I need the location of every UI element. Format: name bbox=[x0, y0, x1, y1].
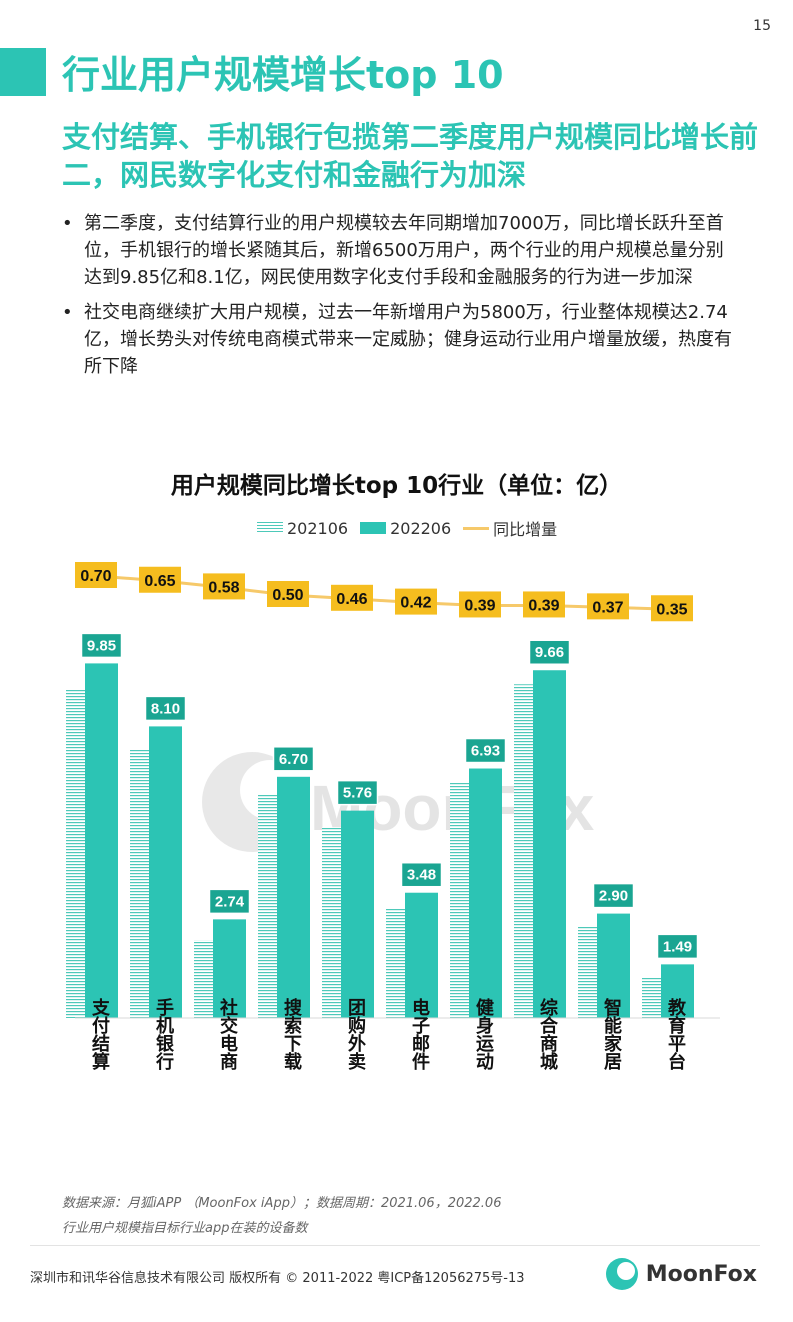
bar-data-label-bg bbox=[656, 933, 699, 960]
x-tick-label: 搜索下载 bbox=[282, 997, 302, 1071]
bar-data-label-bg bbox=[144, 695, 187, 722]
bar-data-label-bg bbox=[592, 882, 635, 909]
bar-data-label: 8.10 bbox=[151, 700, 180, 717]
bar-202206 bbox=[405, 892, 438, 1018]
x-tick-label: 社交电商 bbox=[218, 997, 238, 1071]
x-tick-label: 健身运动 bbox=[474, 997, 494, 1071]
bar-202206 bbox=[341, 810, 374, 1018]
bar-data-label: 5.76 bbox=[343, 785, 372, 802]
bar-data-label-bg bbox=[528, 639, 571, 665]
bullet-dot: • bbox=[62, 302, 73, 323]
x-tick-label: 智能家居 bbox=[602, 997, 622, 1071]
line-data-label: 0.39 bbox=[528, 597, 559, 614]
line-data-label-bg bbox=[651, 595, 693, 622]
bar-data-label: 1.49 bbox=[663, 938, 692, 955]
bar-202206 bbox=[661, 964, 694, 1018]
bar-data-label: 2.74 bbox=[215, 893, 245, 910]
bar-data-label: 9.66 bbox=[535, 644, 564, 661]
bar-data-label-bg bbox=[80, 632, 123, 659]
x-tick-label: 支付结算 bbox=[90, 997, 111, 1071]
bullet-text: 第二季度，支付结算行业的用户规模较去年同期增加7000万，同比增长跃升至首位，手… bbox=[84, 213, 724, 288]
line-data-label-bg bbox=[587, 593, 629, 620]
bar-202206 bbox=[469, 768, 502, 1018]
logo-text: MoonFox bbox=[645, 1261, 757, 1287]
source-note: 数据来源：月狐iAPP （MoonFox iApp）；数据周期：2021.06，… bbox=[62, 1196, 502, 1211]
page-number: 15 bbox=[753, 18, 771, 34]
legend-swatch-202106 bbox=[257, 522, 283, 534]
line-data-label: 0.65 bbox=[144, 573, 175, 590]
bar-line-chart: MoonFox 9.858.102.746.705.763.486.939.66… bbox=[66, 562, 720, 1071]
x-tick-label: 手机银行 bbox=[154, 997, 175, 1070]
bullet-text: 社交电商继续扩大用户规模，过去一年新增用户为5800万，行业整体规模达2.74亿… bbox=[84, 302, 732, 377]
x-tick-label: 团购外卖 bbox=[346, 998, 366, 1071]
bar-data-label: 3.48 bbox=[407, 867, 436, 884]
legend-item-increment: 同比增量 bbox=[463, 516, 557, 540]
line-data-label: 0.42 bbox=[400, 595, 431, 612]
legend-item-202106: 202106 bbox=[257, 519, 348, 538]
line-data-label-bg bbox=[459, 591, 501, 618]
bar-202206 bbox=[277, 776, 310, 1018]
line-data-label-bg bbox=[523, 591, 565, 618]
line-data-label-bg bbox=[267, 581, 309, 607]
x-tick-label: 教育平台 bbox=[666, 997, 686, 1071]
bar-data-label: 6.70 bbox=[279, 751, 308, 768]
bar-data-label-bg bbox=[400, 861, 443, 888]
bullet-item: • 第二季度，支付结算行业的用户规模较去年同期增加7000万，同比增长跃升至首位，… bbox=[60, 210, 740, 291]
moonfox-logo-icon bbox=[605, 1258, 638, 1290]
increment-line bbox=[95, 574, 673, 611]
bar-data-label: 9.85 bbox=[87, 637, 116, 654]
bar-data-label: 6.93 bbox=[471, 743, 500, 760]
x-tick-label: 电子邮件 bbox=[410, 997, 430, 1071]
line-data-label-bg bbox=[75, 562, 117, 588]
legend-label-increment: 同比增量 bbox=[493, 520, 558, 539]
bar-202206 bbox=[149, 726, 182, 1018]
legend-item-202206: 202206 bbox=[360, 519, 451, 538]
bar-data-label-bg bbox=[272, 746, 315, 772]
bar-202206 bbox=[85, 663, 118, 1018]
line-data-label: 0.37 bbox=[592, 599, 623, 616]
legend-label-202106: 202106 bbox=[287, 518, 349, 538]
bar-202206 bbox=[597, 913, 630, 1018]
bullet-list: • 第二季度，支付结算行业的用户规模较去年同期增加7000万，同比增长跃升至首位，… bbox=[60, 210, 740, 388]
bars-layer: 9.85 8.10 2.74 6.70 5.76 3.48 6.93 9.66 2.90 1.49 bbox=[66, 632, 699, 1018]
x-axis-labels: 支付结算 手机银行 社交电商 搜索下载 团购外卖 电子邮件 健身运动 综合商城 智能家居 教育平台 bbox=[90, 997, 686, 1071]
bar-data-label-bg bbox=[336, 779, 379, 806]
line-layer: 0.70 0.65 0.58 0.50 0.46 0.42 0.39 0.39 0.37 0.35 bbox=[75, 562, 693, 622]
bar-data-label: 2.90 bbox=[599, 888, 628, 905]
line-data-label-bg bbox=[203, 573, 245, 600]
line-data-label: 0.46 bbox=[336, 591, 367, 608]
line-data-label: 0.58 bbox=[208, 579, 239, 596]
bullet-item: • 社交电商继续扩大用户规模，过去一年新增用户为5800万，行业整体规模达2.74… bbox=[60, 299, 740, 380]
title-accent-bar bbox=[0, 48, 46, 96]
bar-data-label-bg bbox=[208, 888, 251, 915]
line-data-label: 0.50 bbox=[272, 587, 303, 604]
bullet-dot: • bbox=[62, 213, 73, 234]
line-data-label: 0.35 bbox=[656, 601, 687, 618]
bar-202206 bbox=[213, 919, 246, 1018]
footer-divider bbox=[30, 1245, 760, 1246]
chart-legend: 202106 202206 同比增量 bbox=[257, 516, 569, 540]
legend-label-202206: 202206 bbox=[390, 518, 452, 538]
definition-note: 行业用户规模指目标行业app在装的设备数 bbox=[62, 1221, 308, 1236]
page-title: 行业用户规模增长top 10 bbox=[62, 53, 504, 97]
footer-copyright: 深圳市和讯华谷信息技术有限公司 版权所有 © 2011-2022 粤ICP备12… bbox=[30, 1271, 525, 1286]
bar-data-label-bg bbox=[464, 737, 507, 764]
legend-swatch-increment bbox=[463, 526, 490, 530]
page-subtitle: 支付结算、手机银行包揽第二季度用户规模同比增长前二，网民数字化支付和金融行为加深 bbox=[62, 120, 759, 192]
line-data-label-bg bbox=[139, 566, 181, 593]
line-data-label-bg bbox=[395, 588, 437, 615]
line-data-label-bg bbox=[331, 584, 373, 611]
line-data-label: 0.70 bbox=[80, 568, 111, 585]
line-data-label: 0.39 bbox=[464, 597, 495, 614]
brand-logo: MoonFox bbox=[604, 1256, 757, 1292]
legend-swatch-202206 bbox=[360, 522, 387, 534]
chart-title: 用户规模同比增长top 10行业（单位：亿） bbox=[170, 473, 623, 499]
bar-202206 bbox=[533, 670, 566, 1018]
x-tick-label: 综合商城 bbox=[538, 997, 558, 1071]
